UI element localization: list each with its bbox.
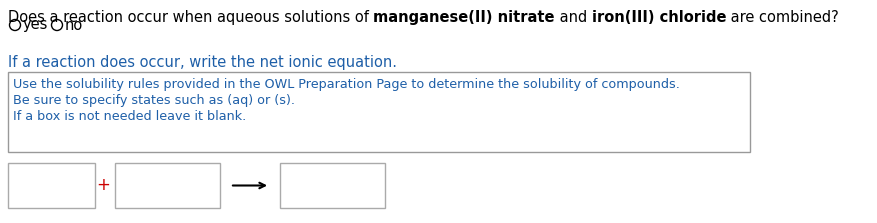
Text: yes: yes [23,17,48,33]
Text: and: and [554,10,591,25]
Text: no: no [64,17,82,33]
Bar [115,163,220,208]
Bar [8,163,95,208]
Text: If a box is not needed leave it blank.: If a box is not needed leave it blank. [13,110,246,123]
Bar [280,163,384,208]
Text: +: + [96,176,110,194]
Bar [8,72,749,152]
Text: Use the solubility rules provided in the OWL Preparation Page to determine the s: Use the solubility rules provided in the… [13,78,679,91]
Text: Does a reaction occur when aqueous solutions of: Does a reaction occur when aqueous solut… [8,10,373,25]
Text: Be sure to specify states such as (aq) or (s).: Be sure to specify states such as (aq) o… [13,94,295,107]
Text: iron(III) chloride: iron(III) chloride [591,10,725,25]
Text: are combined?: are combined? [725,10,838,25]
Text: If a reaction does occur, write the net ionic equation.: If a reaction does occur, write the net … [8,55,396,70]
Text: manganese(II) nitrate: manganese(II) nitrate [373,10,554,25]
